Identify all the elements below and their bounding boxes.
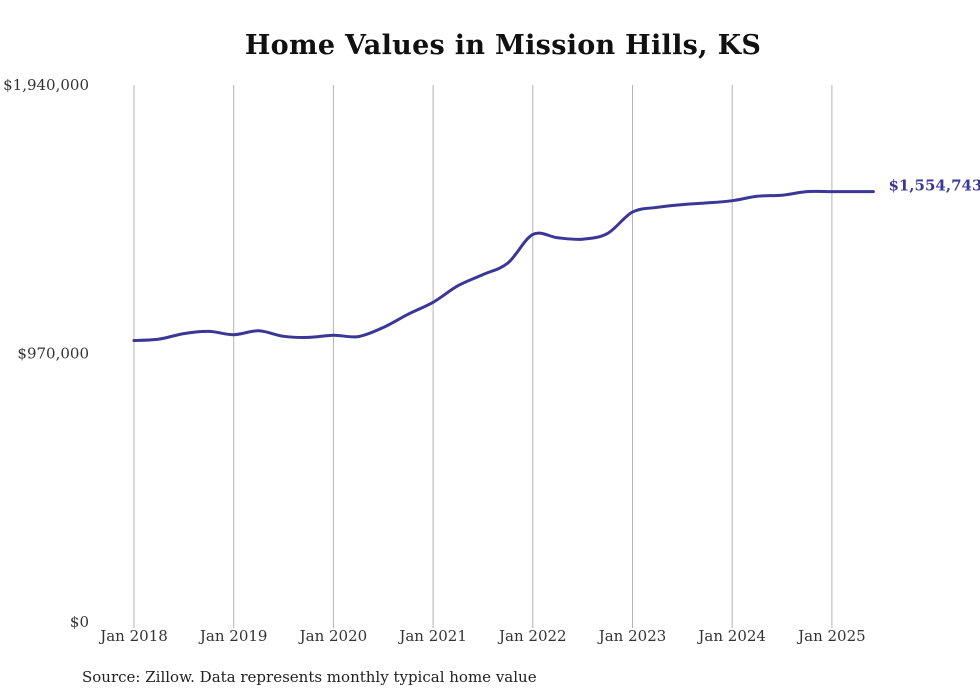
y-axis-ticks: $0 $970,000 $1,940,000 xyxy=(3,76,89,631)
x-tick-label: Jan 2023 xyxy=(597,627,667,645)
y-tick-label: $0 xyxy=(70,613,89,631)
y-tick-label: $970,000 xyxy=(17,345,89,363)
x-tick-label: Jan 2025 xyxy=(796,627,866,645)
chart-title: Home Values in Mission Hills, KS xyxy=(244,30,762,61)
x-axis-ticks: Jan 2018 Jan 2019 Jan 2020 Jan 2021 Jan 2022… xyxy=(98,627,865,645)
grid-lines xyxy=(133,85,833,628)
series-layer: $1,554,743 xyxy=(132,177,980,342)
x-tick-label: Jan 2019 xyxy=(198,627,268,645)
end-value-label: $1,554,743 xyxy=(888,177,980,195)
x-tick-label: Jan 2024 xyxy=(696,627,766,645)
x-tick-label: Jan 2021 xyxy=(397,627,467,645)
x-tick-label: Jan 2018 xyxy=(98,627,168,645)
series-line xyxy=(132,189,875,342)
source-note: Source: Zillow. Data represents monthly … xyxy=(82,668,537,686)
x-tick-label: Jan 2020 xyxy=(298,627,368,645)
x-tick-label: Jan 2022 xyxy=(497,627,567,645)
y-tick-label: $1,940,000 xyxy=(3,76,89,94)
